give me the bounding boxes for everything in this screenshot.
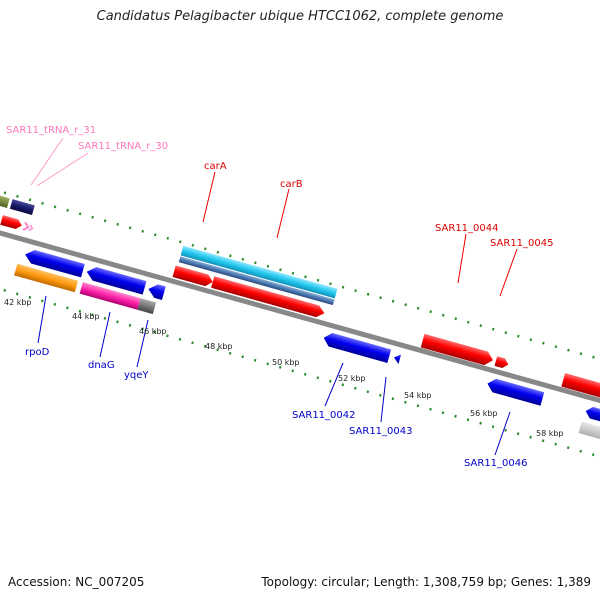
label-rpoD: rpoD <box>25 347 50 358</box>
chromosome-backbone <box>0 219 600 413</box>
rpoD-orange-feature[interactable] <box>14 263 79 293</box>
position-tick-label: 42 kbp <box>4 298 32 307</box>
carB-leader <box>276 188 290 239</box>
minus-strand-track <box>0 278 600 464</box>
trna-r-31-leader <box>30 137 64 186</box>
sar11-0045-leader <box>499 248 518 297</box>
gene-red-left[interactable] <box>0 215 23 230</box>
yqeY-leader <box>136 319 149 368</box>
dnaG-gray-feature[interactable] <box>137 298 157 315</box>
label-sar11-0044: SAR11_0044 <box>435 223 499 234</box>
rpoD-gene[interactable] <box>23 248 85 278</box>
position-tick-label: 58 kbp <box>536 429 564 438</box>
dnaG-leader <box>99 311 111 358</box>
dnaG-magenta-feature[interactable] <box>79 282 141 310</box>
label-sar11-0043: SAR11_0043 <box>349 426 413 437</box>
label-sar11-0042: SAR11_0042 <box>292 410 356 421</box>
gene-navy-left <box>9 199 35 215</box>
gene-olive-edge <box>0 192 10 208</box>
sar11-0042-leader <box>324 362 344 407</box>
accession-label: Accession: NC_007205 <box>8 575 145 589</box>
yqeY-gene[interactable] <box>147 282 166 301</box>
label-sar11-0045: SAR11_0045 <box>490 238 554 249</box>
trna-r-31-feature[interactable] <box>21 222 31 232</box>
genome-summary: Topology: circular; Length: 1,308,759 bp… <box>261 575 591 589</box>
position-tick-label: 50 kbp <box>272 358 300 367</box>
sar11-0043-gene[interactable] <box>393 353 402 364</box>
label-trna-r-30: SAR11_tRNA_r_30 <box>78 141 168 152</box>
carA-leader <box>202 171 216 223</box>
trna-r-30-feature[interactable] <box>27 224 34 232</box>
sar11-0044-leader <box>457 233 467 284</box>
rrna-cyan-feature[interactable] <box>180 245 338 299</box>
sar11-0044-gene[interactable] <box>420 333 495 367</box>
genome-title: Candidatus Pelagibacter ubique HTCC1062,… <box>96 9 504 24</box>
label-dnaG: dnaG <box>88 360 115 371</box>
label-sar11-0046: SAR11_0046 <box>464 458 528 469</box>
label-trna-r-31: SAR11_tRNA_r_31 <box>6 125 96 136</box>
sar11-0046-gene[interactable] <box>486 377 545 406</box>
position-tick-label: 46 kbp <box>139 327 167 336</box>
sar11-0045-gene[interactable] <box>494 356 509 369</box>
label-carB: carB <box>280 179 303 190</box>
position-tick-label: 48 kbp <box>205 342 233 351</box>
gene-blue-right-edge[interactable] <box>584 405 600 425</box>
position-tick-label: 54 kbp <box>404 391 432 400</box>
sar11-0043-leader <box>380 376 387 423</box>
sar11-0046-leader <box>494 411 511 456</box>
position-tick-label: 56 kbp <box>470 409 498 418</box>
position-tick-label: 52 kbp <box>338 374 366 383</box>
carB-gene[interactable] <box>211 276 326 319</box>
sar11-0042-gene[interactable] <box>322 331 392 363</box>
trna-r-30-leader <box>36 152 89 187</box>
plus-strand-track <box>0 187 600 374</box>
carA-gene[interactable] <box>172 265 215 287</box>
gene-gray-right-edge[interactable] <box>578 421 600 442</box>
dnaG-gene[interactable] <box>85 265 147 295</box>
label-yqeY: yqeY <box>124 370 149 381</box>
position-tick-label: 44 kbp <box>72 312 100 321</box>
steel-blue-feature[interactable] <box>178 256 335 306</box>
rpoD-leader <box>37 295 47 344</box>
gene-red-right-edge[interactable] <box>561 373 600 403</box>
label-carA: carA <box>204 161 227 172</box>
